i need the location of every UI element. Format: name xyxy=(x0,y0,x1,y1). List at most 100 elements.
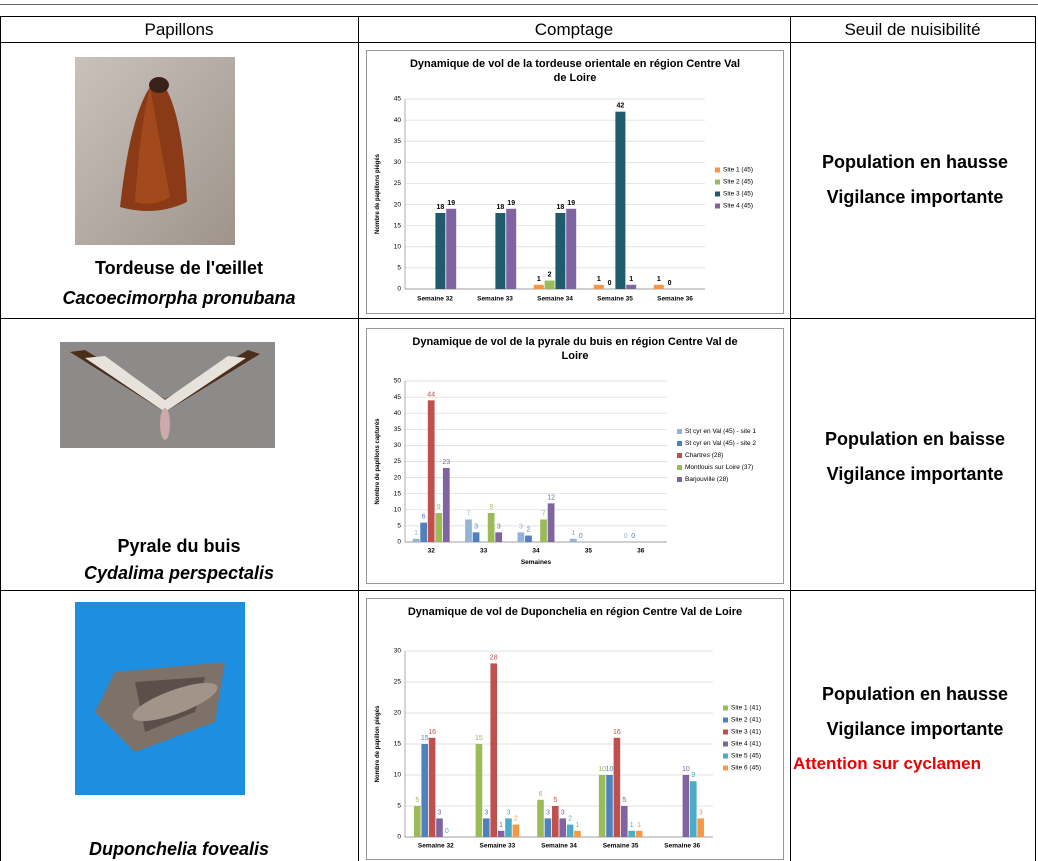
legend-swatch xyxy=(723,706,728,711)
y-tick-label: 45 xyxy=(394,96,402,103)
legend-label: Site 4 (45) xyxy=(723,203,753,210)
bar xyxy=(621,806,628,837)
bar xyxy=(428,400,435,542)
bar xyxy=(626,285,636,289)
bar xyxy=(436,818,443,837)
legend-swatch xyxy=(677,453,682,458)
x-tick-label: 33 xyxy=(480,548,488,555)
species-latin: Duponchelia fovealis xyxy=(0,839,358,860)
data-label: 5 xyxy=(415,797,419,804)
legend-label: Site 4 (41) xyxy=(731,741,761,748)
bar xyxy=(495,532,502,542)
bar xyxy=(505,818,512,837)
data-label: 3 xyxy=(546,809,550,816)
legend-swatch xyxy=(723,730,728,735)
y-axis-title: Nombre de papillons capturés xyxy=(375,418,381,505)
bar xyxy=(483,818,490,837)
x-tick-label: Semaine 33 xyxy=(480,843,516,850)
data-label: 3 xyxy=(507,809,511,816)
y-tick-label: 35 xyxy=(394,138,402,145)
page: Papillons Comptage Seuil de nuisibilité … xyxy=(0,0,1038,861)
x-tick-label: 34 xyxy=(532,548,540,555)
data-label: 6 xyxy=(422,514,426,521)
legend-swatch xyxy=(723,766,728,771)
chart-box: Dynamique de vol de Duponchelia en régio… xyxy=(366,598,784,860)
y-tick-label: 0 xyxy=(397,834,401,841)
bar xyxy=(548,503,555,542)
bar xyxy=(525,536,532,542)
y-axis-title: Nombre de papillon piégés xyxy=(375,705,381,782)
data-label: 1 xyxy=(637,822,641,829)
table-border xyxy=(1035,16,1036,861)
table-border xyxy=(0,16,1,861)
bar xyxy=(599,775,606,837)
y-tick-label: 0 xyxy=(397,539,401,546)
bar xyxy=(540,519,547,542)
y-tick-label: 40 xyxy=(394,410,402,417)
data-label: 18 xyxy=(557,204,565,211)
data-label: 0 xyxy=(668,280,672,287)
table-border xyxy=(0,318,1036,319)
bar xyxy=(567,825,574,837)
x-tick-label: Semaine 35 xyxy=(597,296,633,303)
data-label: 2 xyxy=(568,816,572,823)
data-label: 42 xyxy=(617,103,625,110)
data-label: 18 xyxy=(437,204,445,211)
data-label: 3 xyxy=(699,809,703,816)
y-tick-label: 25 xyxy=(394,458,402,465)
table-border xyxy=(0,42,1036,43)
y-tick-label: 40 xyxy=(394,117,402,124)
table-border xyxy=(358,16,359,861)
data-label: 0 xyxy=(624,533,628,540)
chart-box: Dynamique de vol de la tordeuse oriental… xyxy=(366,50,784,314)
x-tick-label: Semaine 32 xyxy=(418,843,454,850)
data-label: 1 xyxy=(597,276,601,283)
legend-label: Montlouis sur Loire (37) xyxy=(685,464,753,471)
y-tick-label: 20 xyxy=(394,474,402,481)
y-tick-label: 5 xyxy=(397,265,401,272)
bar xyxy=(559,818,566,837)
moth-photo xyxy=(75,57,235,245)
y-tick-label: 0 xyxy=(397,286,401,293)
legend-label: Site 5 (45) xyxy=(731,753,761,760)
data-label: 5 xyxy=(622,797,626,804)
bar xyxy=(498,831,505,837)
data-label: 10 xyxy=(606,766,614,773)
threshold-text: Vigilance importante xyxy=(795,719,1035,740)
y-tick-label: 45 xyxy=(394,394,402,401)
data-label: 0 xyxy=(445,828,449,835)
bar xyxy=(473,532,480,542)
y-tick-label: 30 xyxy=(394,648,402,655)
y-tick-label: 25 xyxy=(394,679,402,686)
bar xyxy=(476,744,483,837)
data-label: 18 xyxy=(497,204,505,211)
top-rule xyxy=(0,4,1038,5)
bar xyxy=(683,775,690,837)
species-name: Tordeuse de l'œillet xyxy=(0,258,358,279)
bar xyxy=(420,523,427,542)
y-tick-label: 10 xyxy=(394,243,402,250)
x-tick-label: Semaine 34 xyxy=(537,296,573,303)
data-label: 15 xyxy=(475,735,483,742)
y-tick-label: 5 xyxy=(397,523,401,530)
y-tick-label: 15 xyxy=(394,222,402,229)
bar xyxy=(555,213,565,289)
bar xyxy=(690,781,697,837)
x-tick-label: Semaine 35 xyxy=(603,843,639,850)
bar xyxy=(429,738,436,837)
data-label: 1 xyxy=(414,530,418,537)
data-label: 1 xyxy=(499,822,503,829)
bar xyxy=(443,468,450,542)
y-tick-label: 35 xyxy=(394,426,402,433)
moth-photo xyxy=(75,602,245,795)
data-label: 1 xyxy=(629,276,633,283)
bar xyxy=(488,513,495,542)
threshold-text: Population en baisse xyxy=(795,429,1035,450)
data-label: 28 xyxy=(490,654,498,661)
data-label: 1 xyxy=(657,276,661,283)
legend-label: Site 1 (41) xyxy=(731,705,761,712)
y-tick-label: 10 xyxy=(394,772,402,779)
data-label: 1 xyxy=(576,822,580,829)
legend-swatch xyxy=(723,754,728,759)
data-label: 3 xyxy=(561,809,565,816)
